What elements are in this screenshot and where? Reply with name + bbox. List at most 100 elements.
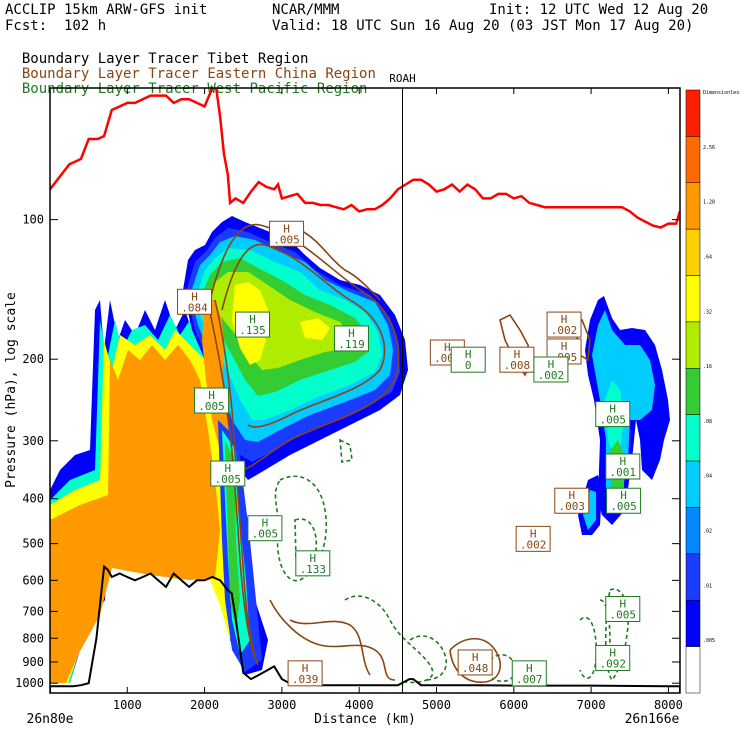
max-label: H.007 — [511, 660, 547, 687]
max-label-value: .005 — [599, 414, 626, 427]
max-label: H.005 — [247, 515, 283, 542]
model-title: ACCLIP 15km ARW-GFS init — [5, 2, 208, 18]
colorbar-segment — [685, 182, 701, 230]
y-tick-label: 200 — [22, 352, 44, 366]
contour-wp-9 — [489, 654, 516, 683]
legend-tibet: Boundary Layer Tracer Tibet Region — [5, 37, 309, 67]
x-tick-label: 4000 — [345, 698, 374, 712]
colorbar-label: 2.56 — [703, 145, 715, 151]
max-label: H.039 — [287, 660, 323, 687]
max-label-symbol: H — [561, 340, 568, 353]
max-label-box — [177, 288, 213, 315]
max-label: H.005 — [210, 460, 246, 487]
max-label-symbol: H — [310, 552, 317, 565]
colorbar-segment — [685, 89, 701, 137]
max-label-value: .005 — [198, 400, 225, 413]
max-label-value: .092 — [599, 657, 626, 670]
colorbar-label: .16 — [703, 364, 712, 370]
colorbar-label: .01 — [703, 583, 712, 589]
max-label-value: .005 — [252, 528, 279, 541]
legend-west-pacific: Boundary Layer Tracer West Pacific Regio… — [5, 67, 368, 97]
max-label-symbol: H — [208, 389, 215, 402]
max-label-symbol: H — [302, 662, 309, 675]
max-label-value: .005 — [610, 500, 637, 513]
max-label-symbol: H — [530, 527, 537, 540]
x-tick-label: 2000 — [190, 698, 219, 712]
legend-eastern-china: Boundary Layer Tracer Eastern China Regi… — [5, 52, 376, 82]
max-label-symbol: H — [472, 651, 479, 664]
tropopause-line — [50, 88, 680, 229]
left-end-label: 26n80e — [27, 712, 74, 727]
colorbar-label: .32 — [703, 309, 712, 315]
max-label-symbol: H — [620, 489, 627, 502]
max-label-box — [194, 387, 230, 414]
colorbar-segment — [685, 228, 701, 276]
max-label: H.048 — [457, 649, 493, 676]
legend-region: West Pacific Region — [207, 81, 368, 97]
contour-ec-2 — [221, 243, 386, 428]
y-tick-label: 500 — [22, 537, 44, 551]
max-label-symbol: H — [262, 517, 269, 530]
colorbar-segment — [685, 460, 701, 508]
max-label-box — [546, 311, 582, 338]
y-axis-label: Pressure (hPa), log scale — [4, 292, 19, 488]
max-label: H.002 — [546, 311, 582, 338]
x-tick-label: 7000 — [577, 698, 606, 712]
max-label: H.005 — [595, 401, 631, 428]
max-label-box — [554, 487, 590, 514]
max-label-box — [247, 515, 283, 542]
max-label-symbol: H — [609, 646, 616, 659]
y-tick-label: 400 — [22, 492, 44, 506]
max-label-box — [333, 325, 369, 352]
max-label-value: .119 — [338, 338, 365, 351]
max-label: H.005 — [605, 595, 641, 622]
colorbar-label: .02 — [703, 529, 712, 535]
max-label: H.092 — [595, 644, 631, 671]
max-label-box — [269, 220, 305, 247]
max-label-value: .002 — [551, 324, 578, 337]
legend-prefix: Boundary Layer Tracer — [21, 66, 199, 82]
max-label: H.135 — [235, 311, 271, 338]
x-axis: 1000 2000 3000 4000 5000 6000 7000 8000 — [113, 88, 683, 712]
y-tick-label: 600 — [22, 573, 44, 587]
max-label-symbol: H — [526, 662, 533, 675]
colorbar-segment — [685, 136, 701, 184]
column-green — [225, 440, 240, 630]
max-label: H0 — [450, 346, 486, 373]
max-label-box — [595, 644, 631, 671]
contour-wp-3 — [339, 438, 353, 463]
max-label-box — [210, 460, 246, 487]
legend-prefix: Boundary Layer Tracer — [21, 51, 199, 67]
terrain-line — [50, 564, 680, 693]
max-label-box — [606, 487, 642, 514]
contour-wp-5 — [409, 635, 447, 681]
max-label-symbol: H — [444, 341, 451, 354]
max-label-symbol: H — [191, 290, 198, 303]
y-tick-label: 300 — [22, 434, 44, 448]
y-tick-label: 700 — [22, 604, 44, 618]
max-label-symbol: H — [465, 348, 472, 361]
tracer-fill — [50, 216, 670, 683]
max-label-value: .048 — [462, 662, 489, 675]
max-label-box — [511, 660, 547, 687]
y-tick-label: 100 — [22, 213, 44, 227]
legend-region: Tibet Region — [207, 51, 309, 67]
max-label-box — [605, 595, 641, 622]
contour-ec-1 — [209, 223, 400, 471]
max-label-symbol: H — [568, 489, 575, 502]
colorbar-segment — [685, 553, 701, 601]
colorbar-segment — [685, 368, 701, 415]
right-end-label: 26n166e — [625, 712, 680, 727]
contour-ec-5 — [299, 229, 381, 301]
max-label-box — [450, 346, 486, 373]
forecast-hour: Fcst: 102 h — [5, 18, 107, 34]
pacific-blob-small-inner — [583, 490, 596, 530]
max-label-symbol: H — [561, 313, 568, 326]
max-label-value: 0 — [465, 359, 472, 372]
x-tick-label: 1000 — [113, 698, 142, 712]
max-label-symbol: H — [619, 455, 626, 468]
contour-wp-6 — [579, 616, 598, 680]
max-label-box — [235, 311, 271, 338]
colorbar-label: Dimensionless — [703, 90, 740, 96]
